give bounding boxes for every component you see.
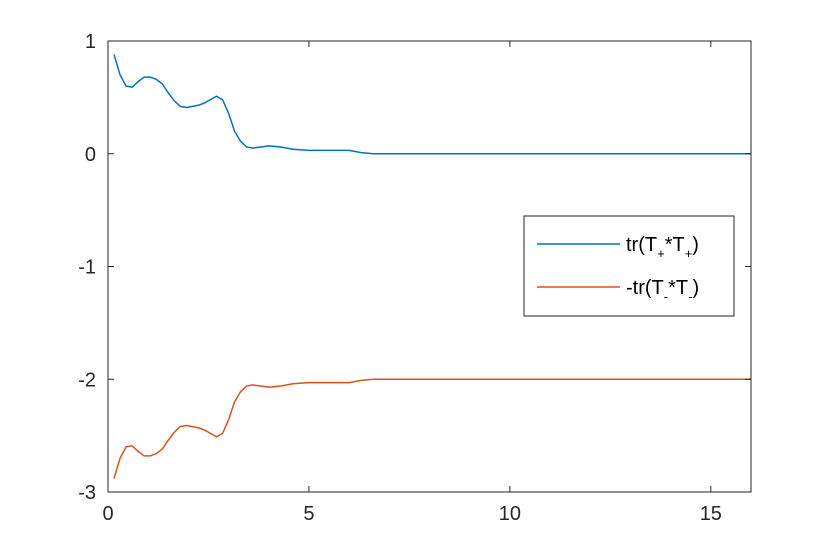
series-layer [113,54,751,479]
x-tick-label: 5 [303,503,314,525]
series-line-1 [113,54,751,155]
y-tick-label: 0 [85,144,96,166]
axes-layer: 0 5 10 15 -3 -2 -1 0 1 [78,31,752,525]
legend-box [523,215,735,317]
legend: tr(T+*T+) -tr(T-*T-) [523,215,735,317]
y-tick-label: -3 [78,482,96,504]
legend-label-1: tr(T+*T+) [626,234,699,261]
y-tick-label: -1 [78,257,96,279]
y-tick-label: 1 [85,31,96,53]
x-tick-label: 0 [102,503,113,525]
y-tick-label: -2 [78,369,96,391]
legend-label-2: -tr(T-*T-) [626,277,699,304]
series-line-2 [113,378,751,479]
x-tick-label: 15 [700,503,722,525]
x-tick-label: 10 [499,503,521,525]
